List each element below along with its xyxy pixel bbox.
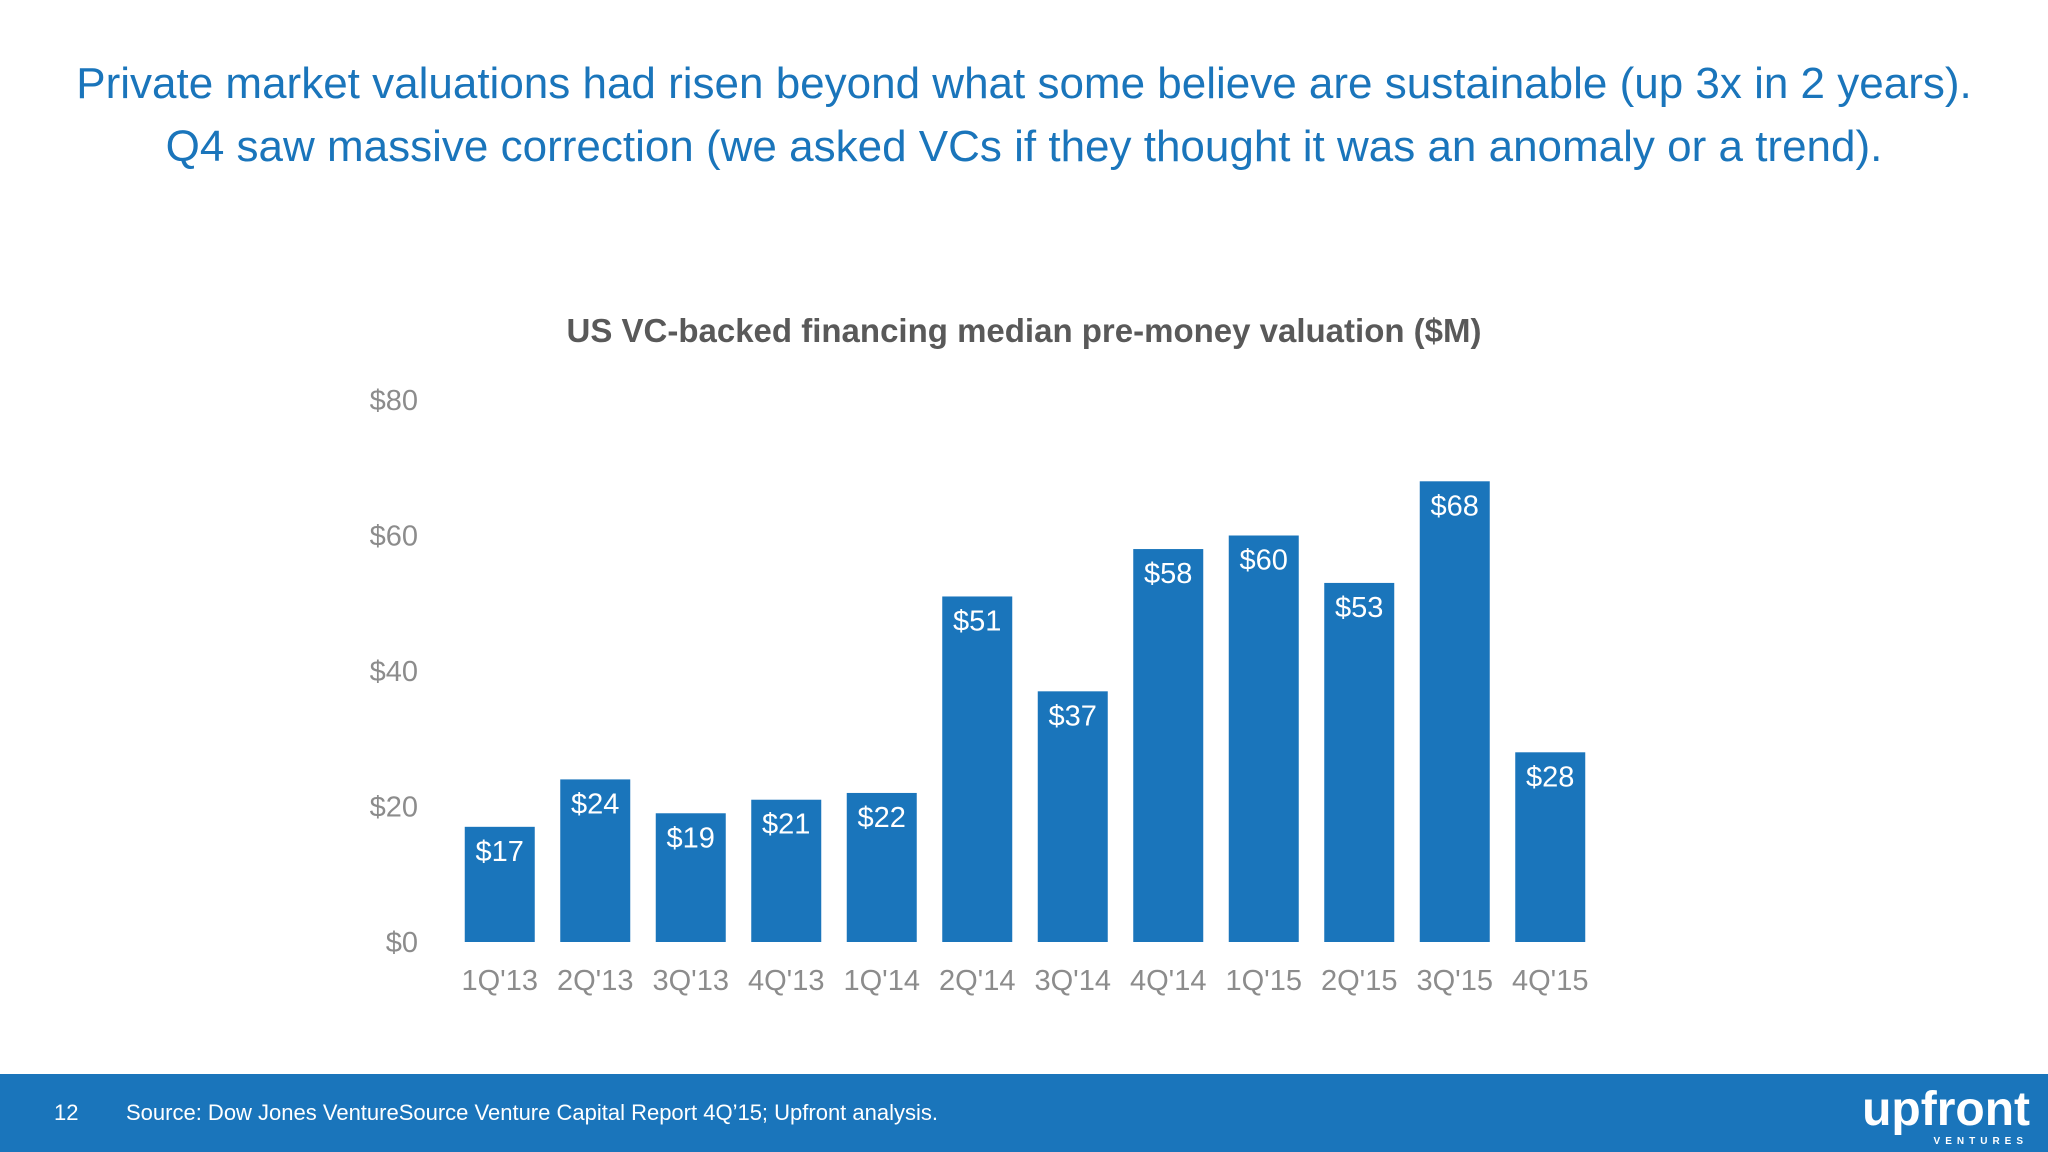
y-tick-label: $20 xyxy=(370,792,418,824)
bar xyxy=(751,799,822,942)
bar-data-label: $51 xyxy=(953,605,1001,637)
bar xyxy=(1419,481,1490,942)
bar-chart: $0 $20 $40 $60 $80 $17 1Q'13 $24 2Q'13 $19 3Q'13 $2… xyxy=(370,385,1589,997)
bar-data-label: $68 xyxy=(1431,490,1479,522)
x-tick-label: 1Q'13 xyxy=(462,965,538,997)
headline-line-2: Q4 saw massive correction (we asked VCs … xyxy=(165,122,1883,171)
logo-subtitle: VENTURES xyxy=(1933,1136,2028,1147)
bar-data-label: $19 xyxy=(667,822,715,854)
bar-data-label: $17 xyxy=(476,836,524,868)
chart-title: US VC-backed financing median pre-money … xyxy=(566,312,1482,349)
bar xyxy=(1133,549,1204,942)
y-tick-label: $40 xyxy=(370,656,418,688)
bar xyxy=(1515,752,1586,942)
headline: Private market valuations had risen beyo… xyxy=(0,52,2048,178)
bar xyxy=(1037,691,1108,942)
x-tick-label: 2Q'15 xyxy=(1321,965,1397,997)
x-tick-label: 1Q'14 xyxy=(844,965,920,997)
x-tick-label: 4Q'14 xyxy=(1130,965,1206,997)
y-tick-label: $0 xyxy=(386,927,418,959)
x-tick-label: 2Q'14 xyxy=(939,965,1015,997)
bar xyxy=(1324,582,1395,942)
y-tick-label: $60 xyxy=(370,521,418,553)
bar-data-label: $28 xyxy=(1526,761,1574,793)
logo-wordmark: upfront xyxy=(1862,1083,2030,1136)
x-tick-label: 4Q'15 xyxy=(1512,965,1588,997)
x-tick-label: 3Q'14 xyxy=(1035,965,1111,997)
x-tick-label: 3Q'13 xyxy=(653,965,729,997)
bar-data-label: $53 xyxy=(1335,592,1383,624)
bar-data-label: $22 xyxy=(858,802,906,834)
x-tick-label: 3Q'15 xyxy=(1417,965,1493,997)
bar-data-label: $37 xyxy=(1049,700,1097,732)
bar xyxy=(1228,535,1299,942)
page-number: 12 xyxy=(54,1100,79,1125)
bar xyxy=(464,826,535,942)
y-tick-label: $80 xyxy=(370,385,418,417)
upfront-logo: upfront VENTURES xyxy=(1830,1086,2030,1148)
footer-bar: 12 Source: Dow Jones VentureSource Ventu… xyxy=(0,1074,2048,1152)
x-tick-label: 4Q'13 xyxy=(748,965,824,997)
bar-data-label: $24 xyxy=(571,788,619,820)
x-tick-label: 2Q'13 xyxy=(557,965,633,997)
bar-data-label: $60 xyxy=(1240,545,1288,577)
source-note: Source: Dow Jones VentureSource Venture … xyxy=(126,1100,939,1125)
x-tick-label: 1Q'15 xyxy=(1226,965,1302,997)
bar xyxy=(560,779,631,942)
bar xyxy=(846,792,917,942)
bar xyxy=(655,813,726,942)
bar-data-label: $58 xyxy=(1144,558,1192,590)
bar-data-label: $21 xyxy=(762,809,810,841)
headline-line-1: Private market valuations had risen beyo… xyxy=(76,59,1972,108)
bar xyxy=(942,596,1013,942)
